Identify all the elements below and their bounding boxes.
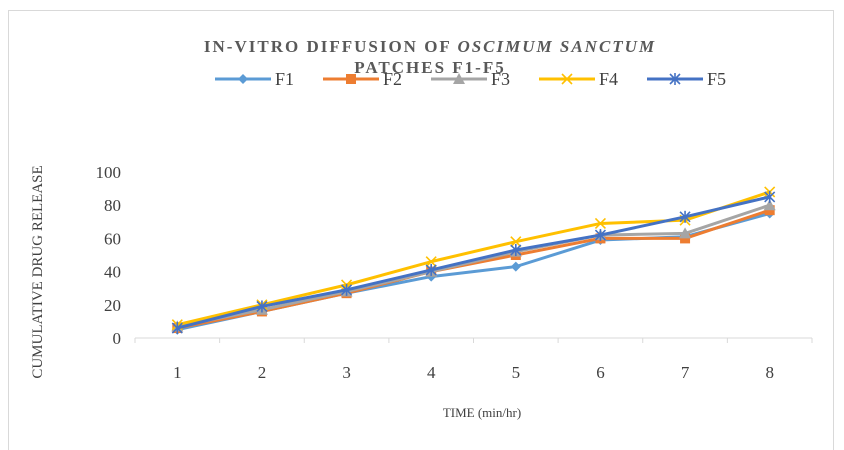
- x-tick-label: 6: [596, 363, 605, 382]
- data-point-f1: [510, 261, 521, 272]
- series-line-f3: [175, 203, 772, 328]
- chart-frame: [8, 10, 834, 450]
- legend-label: F1: [275, 69, 294, 89]
- series-line-f5: [175, 195, 772, 330]
- y-tick-label: 100: [96, 163, 122, 182]
- data-point-f5: [256, 300, 268, 313]
- y-tick-label: 0: [113, 329, 122, 348]
- chart-title-line1: IN-VITRO DIFFUSION OF OSCIMUM SANCTUM: [204, 37, 656, 56]
- x-tick-label: 5: [512, 363, 521, 382]
- legend-label: F3: [491, 69, 510, 89]
- data-point-f4: [594, 217, 607, 230]
- y-tick-label: 40: [104, 263, 121, 282]
- legend-item-f3: F3: [431, 69, 510, 89]
- data-point-f5: [679, 210, 691, 223]
- y-tick-label: 80: [104, 196, 121, 215]
- x-tick-label: 4: [427, 363, 436, 382]
- x-tick-label: 1: [173, 363, 182, 382]
- legend-marker: [561, 73, 573, 85]
- legend-marker: [669, 73, 681, 85]
- data-point-f5: [340, 283, 353, 296]
- chart-title-part2: OSCIMUM SANCTUM: [457, 37, 656, 56]
- legend-marker: [238, 74, 248, 84]
- legend: F1 F2 F3 F4 F5: [215, 69, 726, 89]
- data-point-f5: [425, 263, 437, 276]
- legend-item-f1: F1: [215, 69, 294, 89]
- data-point-f5: [510, 244, 522, 257]
- data-point-f5: [764, 190, 776, 203]
- legend-marker: [346, 74, 356, 84]
- x-tick-label: 3: [342, 363, 351, 382]
- y-tick-label: 60: [104, 229, 121, 248]
- series-f5: [171, 190, 776, 335]
- legend-label: F2: [383, 69, 402, 89]
- legend-marker: [453, 73, 465, 84]
- legend-label: F5: [707, 69, 726, 89]
- legend-item-f5: F5: [647, 69, 726, 89]
- y-axis: 0 20 40 60 80 100: [96, 163, 122, 348]
- data-point-f5: [171, 322, 183, 335]
- x-tick-label: 2: [258, 363, 267, 382]
- series-layer: [171, 186, 776, 335]
- y-axis-label: CUMULATIVE DRUG RELEASE: [30, 165, 46, 378]
- data-point-f5: [594, 229, 607, 242]
- x-axis-label: TIME (min/hr): [443, 405, 521, 420]
- y-tick-label: 20: [104, 296, 121, 315]
- series-line-f2: [175, 208, 772, 330]
- chart-title-part1: IN-VITRO DIFFUSION OF: [204, 37, 458, 56]
- data-point-f4: [510, 236, 522, 248]
- data-point-f3: [679, 227, 692, 239]
- legend-item-f2: F2: [323, 69, 402, 89]
- data-point-f3: [763, 199, 776, 211]
- legend-item-f4: F4: [539, 69, 618, 89]
- chart-title-line2: PATCHES F1-F5: [354, 58, 505, 77]
- legend-label: F4: [599, 69, 618, 89]
- x-tick-label: 8: [765, 363, 774, 382]
- data-point-f4: [425, 256, 437, 268]
- x-tick-label: 7: [681, 363, 690, 382]
- x-axis: 1 2 3 4 5 6 7 8: [134, 337, 813, 382]
